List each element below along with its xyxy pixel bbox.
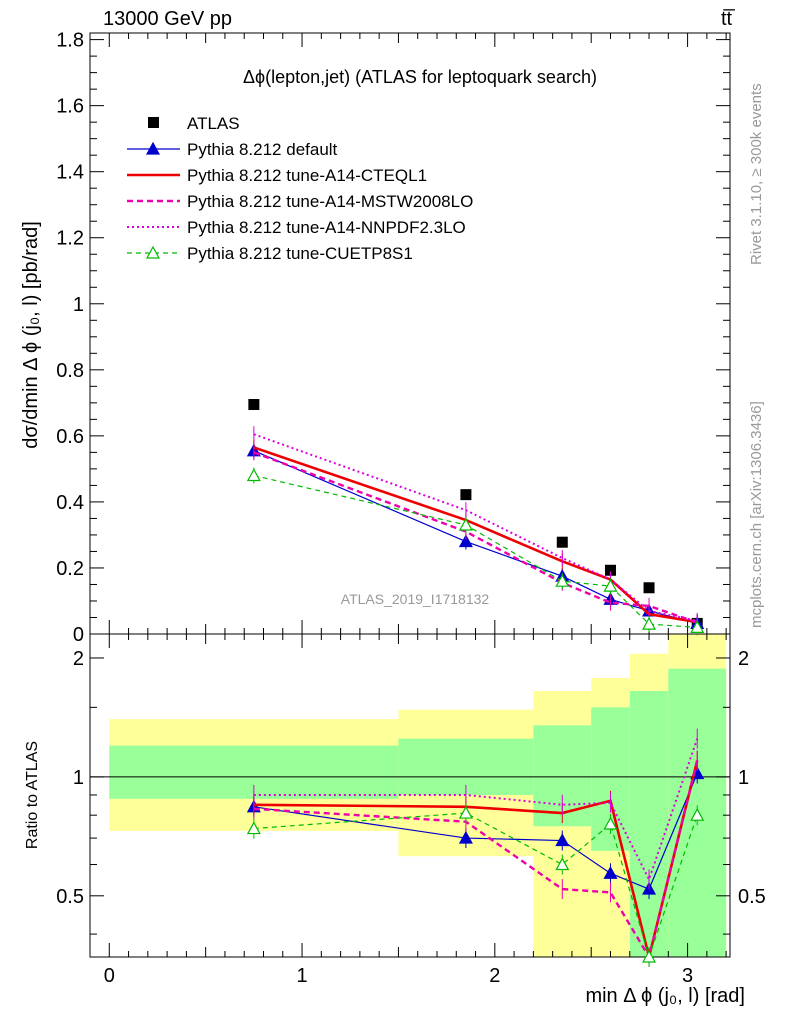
rivet-label: Rivet 3.1.10, ≥ 300k events (748, 83, 765, 265)
header-right: tt̅ (721, 8, 735, 30)
series-line (253, 446, 698, 624)
point-marker (458, 517, 473, 531)
ratio-line (253, 812, 698, 959)
point-marker (603, 816, 618, 830)
point-marker (555, 857, 570, 871)
ratio-tick-label-left: 1 (73, 767, 84, 789)
axes: 0 0.2 0.4 0.6 0.8 1 1.2 1.4 1.6 1.8 0 1 2 3 0.5 0.5 1 1 2 2 (56, 30, 766, 987)
point-marker (603, 866, 618, 879)
x-tick-label: 2 (489, 965, 500, 987)
legend-item-0: ATLAS (148, 114, 240, 133)
series-5 (246, 467, 705, 967)
point-marker (555, 833, 570, 847)
y-tick-label: 1.2 (56, 228, 84, 250)
data-point (248, 398, 260, 410)
ratio-tick-label-left: 2 (73, 648, 84, 670)
data-point (604, 564, 616, 576)
ratio-line (253, 760, 699, 958)
point-marker (555, 573, 570, 587)
ratio-line (253, 760, 699, 961)
y-tick-label: 0.4 (56, 492, 84, 514)
point-marker (642, 949, 657, 963)
analysis-id: ATLAS_2019_I1718132 (341, 591, 490, 607)
point-marker (603, 578, 618, 592)
x-tick-label: 3 (682, 965, 693, 987)
y-tick-label: 0.2 (56, 558, 84, 580)
point-marker (458, 830, 473, 844)
header-left: 13000 GeV pp (103, 8, 232, 30)
point-marker (145, 245, 161, 259)
ratio-tick-label-right: 2 (738, 648, 749, 670)
x-tick-label: 1 (296, 965, 307, 987)
legend-item-5: Pythia 8.212 tune-CUETP8S1 (127, 244, 413, 263)
legend-item-4: Pythia 8.212 tune-A14-NNPDF2.3LO (127, 218, 466, 237)
ratio-uncertainty-bands (109, 634, 727, 957)
series-line (253, 451, 698, 624)
mcplots-label: mcplots.cern.ch [arXiv:1306.3436] (748, 401, 765, 628)
legend-label: Pythia 8.212 tune-CUETP8S1 (187, 244, 413, 263)
y-tick-label: 1 (73, 294, 84, 316)
data-point (460, 489, 472, 501)
point-marker (690, 620, 705, 633)
legend: ATLAS Pythia 8.212 default Pythia 8.212 tu… (127, 114, 473, 263)
legend-label: Pythia 8.212 tune-A14-NNPDF2.3LO (187, 218, 466, 237)
y-tick-label: 0 (73, 624, 84, 646)
legend-item-1: Pythia 8.212 default (127, 140, 338, 159)
ratio-tick-label-right: 0.5 (738, 886, 766, 908)
point-marker (246, 821, 261, 835)
data-point (643, 582, 655, 594)
legend-label: ATLAS (187, 114, 240, 133)
series-layer (246, 398, 705, 967)
series-line (253, 474, 698, 628)
legend-label: Pythia 8.212 tune-A14-MSTW2008LO (187, 192, 473, 211)
ratio-frame (89, 633, 731, 958)
legend-marker (148, 117, 159, 128)
x-axis-label: min Δ ϕ (j₀, l) [rad] (585, 985, 745, 1007)
x-tick-label: 0 (104, 965, 115, 987)
chart-title: Δϕ(lepton,jet) (ATLAS for leptoquark sea… (243, 67, 597, 87)
ratio-line (253, 738, 699, 883)
point-marker (145, 141, 161, 155)
point-marker (458, 534, 473, 548)
y-tick-label: 1.6 (56, 96, 84, 118)
legend-label: Pythia 8.212 default (187, 140, 338, 159)
ratio-y-axis-label: Ratio to ATLAS (24, 741, 41, 849)
legend-item-3: Pythia 8.212 tune-A14-MSTW2008LO (127, 192, 473, 211)
y-tick-label: 1.8 (56, 30, 84, 52)
point-marker (246, 468, 261, 482)
ratio-tick-label-left: 0.5 (56, 886, 84, 908)
main-frame (89, 32, 731, 635)
ratio-tick-label-right: 1 (738, 767, 749, 789)
y-axis-label: dσ/dmin Δ ϕ (j₀, l) [pb/rad] (20, 221, 42, 449)
legend-label: Pythia 8.212 tune-A14-CTEQL1 (187, 166, 427, 185)
point-marker (642, 616, 657, 630)
y-tick-label: 1.4 (56, 162, 84, 184)
y-tick-label: 0.6 (56, 426, 84, 448)
legend-item-2: Pythia 8.212 tune-A14-CTEQL1 (127, 166, 427, 185)
band-green (629, 690, 669, 957)
data-point (556, 536, 568, 548)
ratio-line (253, 773, 698, 890)
point-marker (458, 805, 473, 819)
series-line (253, 450, 698, 625)
point-marker (690, 807, 705, 821)
y-tick-label: 0.8 (56, 360, 84, 382)
